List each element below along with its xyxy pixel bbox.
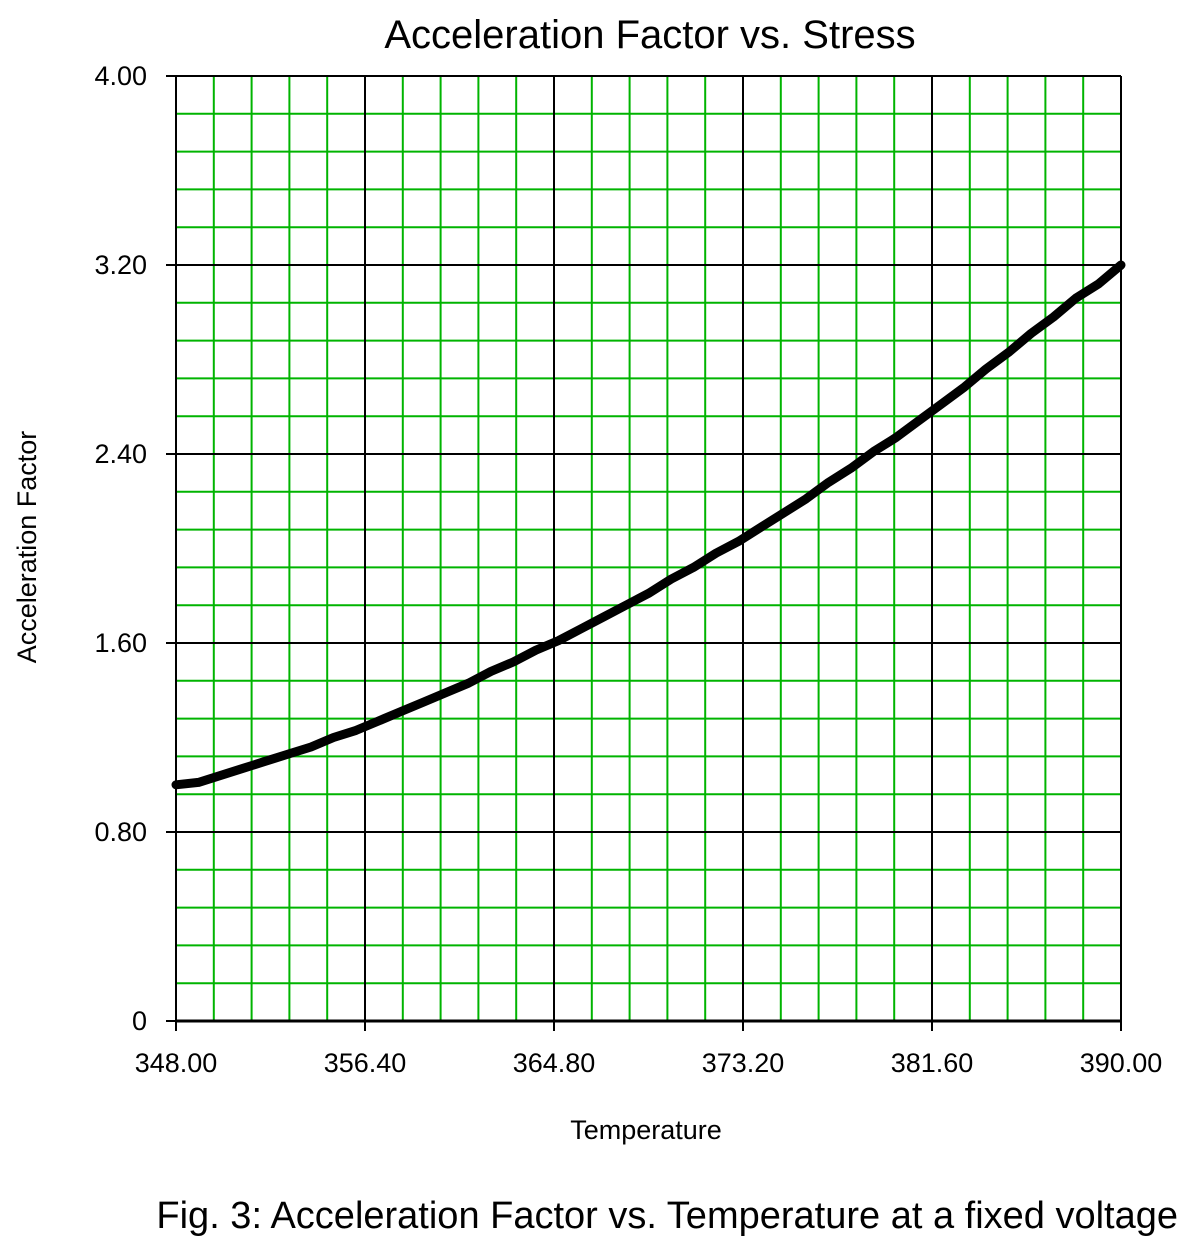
- y-axis-label: Acceleration Factor: [12, 431, 42, 664]
- x-tick-labels: 348.00 356.40 364.80 373.20 381.60 390.00: [135, 1048, 1163, 1078]
- y-tick-label: 2.40: [94, 439, 147, 469]
- chart-title: Acceleration Factor vs. Stress: [384, 13, 915, 57]
- axes: [175, 76, 1121, 1023]
- y-tick-label: 3.20: [94, 250, 147, 280]
- major-grid: [166, 75, 1122, 1031]
- y-tick-label: 0: [132, 1006, 147, 1036]
- minor-grid: [176, 76, 1121, 1021]
- x-tick-label: 381.60: [891, 1048, 974, 1078]
- x-tick-label: 348.00: [135, 1048, 218, 1078]
- x-tick-label: 364.80: [513, 1048, 596, 1078]
- y-tick-label: 0.80: [94, 817, 147, 847]
- figure-caption: Fig. 3: Acceleration Factor vs. Temperat…: [156, 1195, 1178, 1237]
- y-tick-labels: 0 0.80 1.60 2.40 3.20 4.00: [94, 61, 147, 1036]
- y-tick-label: 4.00: [94, 61, 147, 91]
- series-lines: [171, 260, 1126, 790]
- x-axis-label: Temperature: [570, 1115, 722, 1145]
- x-tick-label: 390.00: [1080, 1048, 1163, 1078]
- x-tick-label: 373.20: [702, 1048, 785, 1078]
- x-tick-label: 356.40: [324, 1048, 407, 1078]
- series-line: [171, 260, 1126, 790]
- y-tick-label: 1.60: [94, 628, 147, 658]
